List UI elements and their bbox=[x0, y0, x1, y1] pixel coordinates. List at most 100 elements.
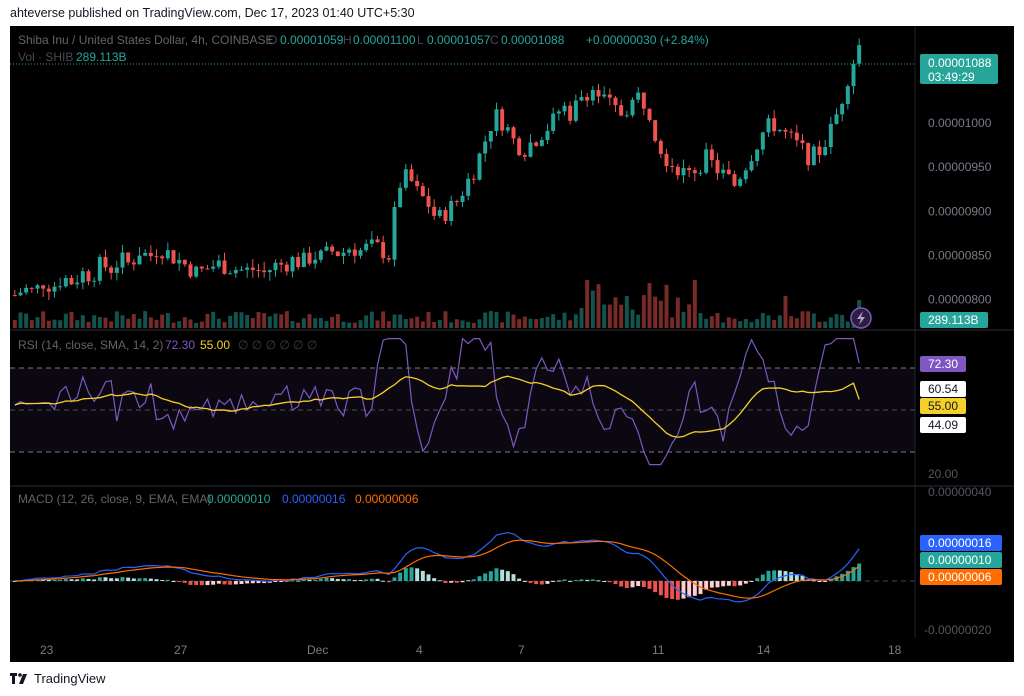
candle-body bbox=[313, 259, 318, 264]
macd-hist-bar bbox=[687, 581, 692, 598]
symbol-title: Shiba Inu / United States Dollar, 4h, CO… bbox=[18, 33, 273, 47]
candle-body bbox=[194, 266, 199, 277]
macd-hist-bar bbox=[313, 579, 318, 581]
candle-body bbox=[307, 252, 312, 264]
candle-body bbox=[126, 252, 131, 263]
candle-body bbox=[324, 246, 329, 251]
volume-bar bbox=[375, 320, 380, 328]
volume-bar bbox=[505, 311, 510, 328]
volume-bar bbox=[228, 315, 233, 328]
volume-bar bbox=[126, 318, 131, 328]
macd-badge-value: 0.00000016 bbox=[928, 536, 992, 550]
candle-body bbox=[817, 146, 822, 156]
candle-body bbox=[477, 153, 482, 180]
volume-bar bbox=[766, 315, 771, 328]
ohlc-close: 0.00001088 bbox=[501, 33, 565, 47]
candle-body bbox=[755, 149, 760, 162]
candle-body bbox=[670, 166, 675, 168]
macd-hist-bar bbox=[823, 581, 828, 582]
candle-body bbox=[12, 295, 17, 297]
volume-bar bbox=[267, 316, 272, 328]
volume-bar bbox=[18, 312, 23, 328]
candle-body bbox=[721, 169, 726, 174]
chart-frame[interactable]: 0.000010500.000010000.000009500.00000900… bbox=[10, 26, 1014, 662]
rsi-tick-20: 20.00 bbox=[928, 467, 958, 481]
candle-body bbox=[239, 269, 244, 271]
candle-body bbox=[114, 267, 119, 273]
candle-body bbox=[205, 268, 210, 270]
macd-hist-bar bbox=[335, 578, 340, 581]
candle-body bbox=[273, 262, 278, 271]
macd-hist-bar bbox=[432, 578, 437, 581]
macd-hist-bar bbox=[75, 579, 80, 581]
macd-hist-bar bbox=[381, 580, 386, 582]
candle-body bbox=[352, 249, 357, 256]
volume-bar bbox=[460, 320, 465, 328]
chart-svg[interactable]: 0.000010500.000010000.000009500.00000900… bbox=[10, 26, 1014, 662]
macd-line bbox=[14, 532, 860, 603]
volume-bar bbox=[75, 320, 80, 328]
candle-body bbox=[148, 252, 153, 257]
candle-body bbox=[568, 105, 573, 121]
macd-hist-bar bbox=[239, 581, 244, 585]
volume-bar bbox=[284, 311, 289, 328]
candle-body bbox=[704, 149, 709, 173]
macd-hist-bar bbox=[58, 579, 63, 581]
macd-hist-bar bbox=[760, 574, 765, 581]
volume-bar bbox=[188, 319, 193, 328]
macd-hist-bar bbox=[120, 577, 125, 581]
candle-body bbox=[777, 129, 782, 132]
candle-body bbox=[789, 131, 794, 133]
candle-body bbox=[449, 200, 454, 222]
volume-bar bbox=[670, 317, 675, 328]
macd-hist-bar bbox=[670, 581, 675, 600]
candle-body bbox=[35, 285, 40, 289]
time-axis[interactable]: 23 27 Dec 4 7 11 14 18 bbox=[40, 643, 902, 657]
macd-hist-bar bbox=[454, 581, 459, 583]
macd-hist-bar bbox=[92, 579, 97, 581]
candle-body bbox=[398, 187, 403, 207]
macd-hist-bar bbox=[267, 581, 272, 583]
price-tick: 0.00000950 bbox=[928, 160, 992, 174]
macd-hist-bar bbox=[658, 581, 663, 596]
volume-bar bbox=[364, 315, 369, 328]
candle-body bbox=[692, 170, 697, 174]
candle-body bbox=[69, 277, 74, 285]
macd-hist-bar bbox=[840, 573, 845, 581]
candle-body bbox=[494, 109, 499, 132]
volume-badge bbox=[920, 312, 988, 328]
candle-body bbox=[641, 92, 646, 109]
macd-hist-bar bbox=[233, 581, 238, 585]
macd-pane[interactable]: MACD (12, 26, close, 9, EMA, EMA) 0.0000… bbox=[10, 485, 1002, 637]
volume-bar bbox=[590, 290, 595, 328]
candle-body bbox=[658, 140, 663, 154]
macd-hist-bar bbox=[528, 581, 533, 583]
volume-bar bbox=[585, 280, 590, 328]
rsi-pane[interactable]: RSI (14, close, SMA, 14, 2) 72.30 55.00 … bbox=[10, 337, 966, 481]
price-badge bbox=[920, 54, 998, 84]
candle-body bbox=[698, 172, 703, 174]
candle-body bbox=[347, 249, 352, 253]
candle-body bbox=[828, 123, 833, 148]
macd-hist-bar bbox=[653, 581, 658, 593]
volume-bar bbox=[239, 312, 244, 328]
candle-body bbox=[483, 141, 488, 154]
rsi-badge-value: 72.30 bbox=[928, 357, 958, 371]
candle-body bbox=[681, 168, 686, 176]
volume-bar bbox=[698, 313, 703, 328]
volume-bar bbox=[488, 311, 493, 328]
volume-bar bbox=[233, 312, 238, 328]
volume-bar bbox=[437, 320, 442, 328]
volume-bar bbox=[602, 304, 607, 328]
volume-bar bbox=[211, 311, 216, 328]
macd-hist-bar bbox=[647, 581, 652, 589]
main-pane[interactable]: 0.000010500.000010000.000009500.00000900… bbox=[10, 33, 998, 329]
candle-body bbox=[573, 100, 578, 121]
volume-bar bbox=[596, 284, 601, 328]
macd-hist-bar bbox=[177, 581, 182, 582]
volume-bar bbox=[250, 318, 255, 328]
macd-hist-bar bbox=[46, 579, 51, 581]
candle-body bbox=[279, 262, 284, 265]
macd-hist-bar bbox=[692, 581, 697, 596]
macd-hist-bar bbox=[636, 581, 641, 587]
